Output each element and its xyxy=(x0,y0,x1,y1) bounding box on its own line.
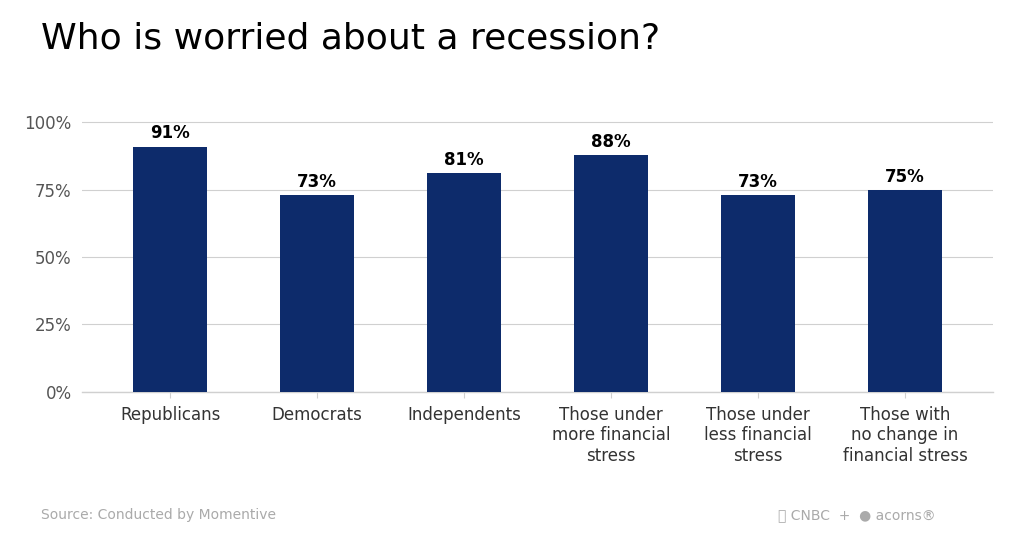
Bar xyxy=(868,190,942,392)
Bar xyxy=(427,174,501,392)
Bar xyxy=(574,154,648,392)
Text: Source: Conducted by Momentive: Source: Conducted by Momentive xyxy=(41,508,275,522)
Bar xyxy=(281,195,354,392)
Text: 73%: 73% xyxy=(738,173,778,191)
Text: Who is worried about a recession?: Who is worried about a recession? xyxy=(41,22,660,56)
Text: 91%: 91% xyxy=(151,125,190,143)
Text: ⬛ CNBC  +  ● acorns®: ⬛ CNBC + ● acorns® xyxy=(778,508,936,522)
Bar xyxy=(133,146,207,392)
Text: 88%: 88% xyxy=(591,133,631,151)
Bar xyxy=(721,195,795,392)
Text: 81%: 81% xyxy=(444,151,484,169)
Text: 75%: 75% xyxy=(885,168,925,186)
Text: 73%: 73% xyxy=(297,173,337,191)
